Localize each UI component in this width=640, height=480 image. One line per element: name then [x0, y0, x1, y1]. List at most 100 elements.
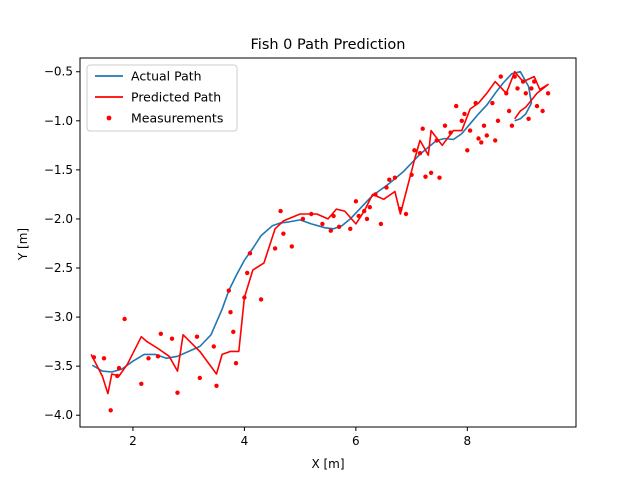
measurement-point: [122, 316, 127, 322]
measurement-point: [495, 118, 501, 124]
measurement-point: [409, 172, 414, 177]
measurement-point: [545, 91, 551, 96]
measurement-point: [448, 130, 453, 135]
measurement-point: [465, 148, 470, 153]
measurement-point: [512, 74, 517, 79]
measurement-point: [155, 354, 161, 359]
measurement-point: [526, 116, 531, 122]
measurement-point: [353, 199, 359, 204]
measurement-point: [194, 334, 200, 339]
measurement-point: [434, 138, 439, 143]
measurement-point: [473, 100, 478, 106]
measurement-point: [214, 383, 219, 388]
x-axis-label: X [m]: [311, 457, 344, 471]
measurement-point: [476, 136, 481, 141]
measurement-point: [479, 140, 484, 145]
x-tick-label: 2: [129, 434, 137, 448]
measurement-point: [467, 128, 473, 133]
x-tick-label: 4: [241, 434, 249, 448]
measurement-point: [336, 224, 342, 229]
measurement-point: [481, 123, 487, 128]
measurement-point: [278, 208, 283, 214]
measurement-point: [101, 356, 107, 361]
legend-label: Predicted Path: [131, 90, 221, 105]
y-axis-label: Y [m]: [16, 228, 30, 261]
x-tick-label: 6: [352, 434, 360, 448]
measurement-point: [442, 123, 448, 128]
series-line-actual-path: [91, 70, 533, 373]
measurement-point: [490, 100, 495, 106]
measurement-point: [454, 103, 459, 109]
measurement-point: [108, 408, 113, 413]
x-tick-label: 8: [464, 434, 472, 448]
measurement-point: [328, 228, 333, 233]
y-tick-label: −0.5: [44, 65, 73, 79]
y-tick-label: −4.0: [44, 408, 73, 422]
measurement-point: [412, 148, 417, 153]
measurement-point: [428, 170, 434, 175]
measurement-point: [540, 108, 545, 114]
measurement-point: [367, 205, 372, 210]
measurement-point: [158, 331, 163, 336]
axis-ticks: 2 4 6 8 −4.0 −3.5 −3.0 −2.5 −2.0 −1.5 −1.0 −0.5: [44, 65, 471, 448]
measurement-point: [498, 74, 503, 79]
measurement-point: [384, 185, 389, 190]
measurement-point: [515, 86, 520, 91]
measurement-point: [116, 365, 122, 371]
measurement-point: [509, 123, 515, 128]
measurement-point: [146, 356, 151, 361]
measurement-point: [373, 192, 378, 197]
measurement-point: [523, 91, 528, 96]
measurement-point: [245, 270, 250, 276]
y-tick-label: −1.0: [44, 114, 73, 128]
legend-marker-swatch: [106, 115, 112, 121]
measurement-point: [231, 329, 236, 334]
measurement-point: [309, 211, 314, 217]
measurement-point: [417, 151, 423, 156]
measurement-point: [228, 310, 233, 315]
measurement-point: [364, 216, 370, 222]
measurement-point: [520, 79, 526, 84]
y-tick-label: −3.5: [44, 359, 73, 373]
plot-area: [79, 57, 577, 428]
measurement-point: [403, 211, 409, 217]
measurement-point: [300, 216, 306, 222]
measurement-point: [91, 355, 97, 360]
measurement-point: [378, 221, 384, 227]
measurement-point: [398, 206, 403, 212]
measurement-point: [493, 138, 498, 143]
measurement-point: [139, 381, 144, 386]
measurement-point: [387, 177, 392, 182]
measurement-point: [529, 86, 534, 91]
measurement-point: [281, 231, 286, 236]
measurement-point: [242, 295, 247, 300]
measurement-point: [506, 108, 512, 114]
measurement-point: [115, 373, 120, 379]
measurement-point: [392, 175, 398, 180]
y-tick-label: −3.0: [44, 310, 73, 324]
measurement-point: [504, 91, 509, 96]
measurement-point: [226, 288, 231, 293]
measurement-point: [459, 118, 464, 124]
measurement-point: [484, 133, 489, 138]
measurement-point: [356, 213, 361, 219]
chart-title: Fish 0 Path Prediction: [251, 37, 406, 53]
measurement-point: [534, 103, 540, 109]
measurement-point: [420, 126, 425, 131]
legend-box: [86, 64, 238, 132]
measurement-point: [175, 390, 180, 395]
measurement-point: [437, 175, 442, 180]
measurement-point: [362, 208, 367, 214]
y-tick-label: −1.5: [44, 163, 73, 177]
measurement-point: [233, 361, 239, 366]
axes-frame: [79, 57, 577, 428]
measurement-point: [211, 344, 216, 349]
measurement-point: [532, 79, 537, 84]
measurement-point: [348, 226, 353, 231]
measurement-point: [320, 221, 325, 227]
measurement-point: [331, 213, 336, 219]
y-tick-label: −2.5: [44, 261, 73, 275]
measurement-point: [423, 174, 428, 179]
legend-label: Measurements: [131, 111, 223, 126]
